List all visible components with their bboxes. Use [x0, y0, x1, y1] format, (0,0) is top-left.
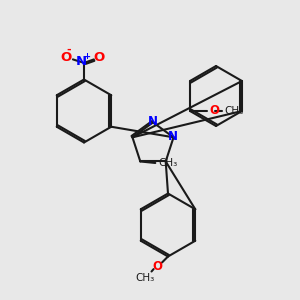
Text: N: N: [76, 55, 87, 68]
Text: CH₃: CH₃: [224, 106, 244, 116]
Text: O: O: [209, 104, 219, 117]
Text: +: +: [83, 52, 90, 61]
Text: -: -: [66, 45, 71, 55]
Text: N: N: [168, 130, 178, 142]
Text: O: O: [61, 51, 72, 64]
Text: CH₃: CH₃: [135, 273, 154, 283]
Text: O: O: [93, 51, 105, 64]
Text: N: N: [148, 115, 158, 128]
Text: CH₃: CH₃: [158, 158, 178, 168]
Text: O: O: [153, 260, 163, 273]
